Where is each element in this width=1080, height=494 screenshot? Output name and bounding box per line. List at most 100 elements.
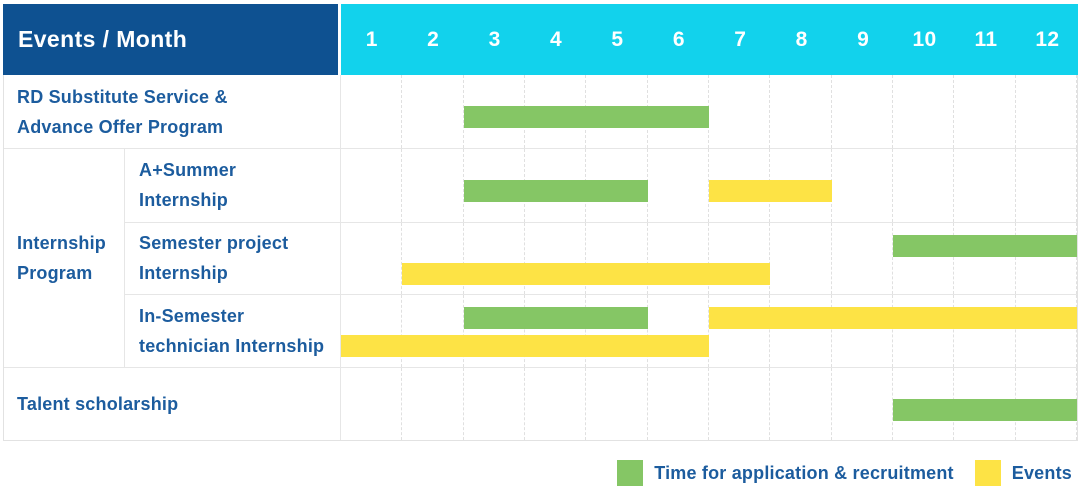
month-grid-cell xyxy=(832,222,893,295)
month-header-cell: 11 xyxy=(974,27,998,51)
month-grid-cell xyxy=(709,75,771,148)
month-header-cell: 10 xyxy=(912,27,937,51)
label-line: A+Summer xyxy=(139,160,237,181)
month-grid-cell xyxy=(832,75,893,148)
month-grid-cell xyxy=(586,222,648,295)
month-grid-cell xyxy=(464,295,525,367)
month-grid-cell xyxy=(586,295,648,367)
row-label-in-semester-technician: In-Semester technician Internship xyxy=(125,295,341,367)
month-grid-cell xyxy=(648,295,709,367)
table-header-row: Events / Month 1 2 3 4 5 6 7 8 9 10 11 12 xyxy=(3,4,1078,75)
timeline-in-semester-technician xyxy=(341,295,1077,367)
month-grid-cell xyxy=(402,149,464,222)
application-recruitment-bar xyxy=(463,307,648,330)
legend-swatch-events xyxy=(974,460,1001,486)
header-divider xyxy=(338,4,341,75)
month-grid-cell xyxy=(402,222,464,295)
month-header-cell: 12 xyxy=(1035,27,1060,51)
month-grid-cell xyxy=(832,149,893,222)
month-grid-cell xyxy=(525,368,587,440)
timeline-semester-project xyxy=(341,222,1077,295)
legend: Time for application & recruitment Event… xyxy=(617,459,1072,487)
month-header-cell: 9 xyxy=(857,27,870,51)
label-line: RD Substitute Service & xyxy=(17,86,228,107)
month-grid-cell xyxy=(770,295,832,367)
month-grid-cell xyxy=(341,149,403,222)
row-label-talent-scholarship: Talent scholarship xyxy=(4,368,341,440)
month-grid-cell xyxy=(954,75,1016,148)
application-recruitment-bar xyxy=(893,399,1077,421)
month-grid-cell xyxy=(893,295,955,367)
label-line: Advance Offer Program xyxy=(17,116,224,137)
month-grid-cell xyxy=(954,149,1016,222)
month-grid-cell xyxy=(770,75,832,148)
month-grid-cell xyxy=(893,149,955,222)
timeline-a-plus-summer xyxy=(341,149,1077,222)
month-grid-cell xyxy=(1016,149,1077,222)
label-line: technician Internship xyxy=(139,336,325,357)
month-grid-cell xyxy=(1016,295,1077,367)
month-grid-cell xyxy=(464,368,525,440)
month-grid-cell xyxy=(464,222,525,295)
row-label-semester-project: Semester project Internship xyxy=(125,222,341,295)
month-header-cell: 2 xyxy=(427,27,440,51)
application-recruitment-bar xyxy=(463,180,648,202)
label-line: Program xyxy=(17,263,93,283)
month-grid-cell xyxy=(648,368,709,440)
row-semester-project-internship: Semester project Internship xyxy=(125,221,1077,295)
month-grid-cell xyxy=(709,222,771,295)
label-line: Talent scholarship xyxy=(17,394,179,414)
month-grid-cell xyxy=(770,368,832,440)
month-grid-cell xyxy=(402,75,464,148)
month-grid-cell xyxy=(525,222,587,295)
event-bar xyxy=(709,180,832,202)
event-bar xyxy=(402,262,771,285)
legend-label-application: Time for application & recruitment xyxy=(654,462,954,483)
month-grid-cell xyxy=(954,222,1016,295)
month-grid-cell xyxy=(709,295,771,367)
timeline-talent-scholarship xyxy=(341,368,1077,440)
month-header-cell: 8 xyxy=(795,27,808,51)
month-header-cell: 3 xyxy=(488,27,501,51)
label-line: Internship xyxy=(139,263,229,284)
application-recruitment-bar xyxy=(893,234,1077,257)
group-subrows: A+Summer Internship Semester project Int… xyxy=(125,149,1077,367)
month-header-cell: 5 xyxy=(611,27,624,51)
event-bar xyxy=(709,307,1077,330)
legend-label-events: Events xyxy=(1011,462,1072,483)
month-grid-cell xyxy=(341,295,403,367)
group-label-internship-program: Internship Program xyxy=(4,149,125,367)
label-line: Semester project xyxy=(139,233,289,254)
event-bar xyxy=(341,335,709,358)
month-header-cell: 1 xyxy=(365,27,378,51)
row-in-semester-technician-internship: In-Semester technician Internship xyxy=(125,294,1077,367)
month-grid-cell xyxy=(1016,222,1077,295)
row-talent-scholarship: Talent scholarship xyxy=(4,367,1077,440)
month-grid-cell xyxy=(832,368,893,440)
corner-label: Events / Month xyxy=(18,26,188,52)
timeline-rd-substitute xyxy=(341,75,1077,148)
month-grid-cell xyxy=(1016,75,1077,148)
month-header-row: 1 2 3 4 5 6 7 8 9 10 11 12 xyxy=(341,4,1078,75)
month-grid-cell xyxy=(648,149,709,222)
month-grid-cell xyxy=(341,75,403,148)
month-grid-cell xyxy=(893,222,955,295)
schedule-table: Events / Month 1 2 3 4 5 6 7 8 9 10 11 12 RD Substi… xyxy=(3,4,1078,441)
month-grid-cell xyxy=(402,368,464,440)
application-recruitment-bar xyxy=(463,106,709,128)
group-internship-program: Internship Program A+Summer Internship S… xyxy=(4,148,1077,367)
month-grid-cell xyxy=(525,295,587,367)
table-body: RD Substitute Service & Advance Offer Pr… xyxy=(3,75,1078,441)
legend-swatch-application xyxy=(617,460,644,486)
month-grid-cell xyxy=(954,295,1016,367)
month-header-cell: 6 xyxy=(672,27,685,51)
month-grid-cell xyxy=(770,222,832,295)
row-label-rd-substitute: RD Substitute Service & Advance Offer Pr… xyxy=(4,75,341,148)
month-grid-cell xyxy=(893,75,955,148)
label-line: In-Semester xyxy=(139,306,245,327)
month-grid-cell xyxy=(709,368,771,440)
month-grid-cell xyxy=(648,222,709,295)
month-header-cell: 7 xyxy=(734,27,747,51)
row-a-plus-summer-internship: A+Summer Internship xyxy=(125,149,1077,222)
month-grid-cell xyxy=(832,295,893,367)
